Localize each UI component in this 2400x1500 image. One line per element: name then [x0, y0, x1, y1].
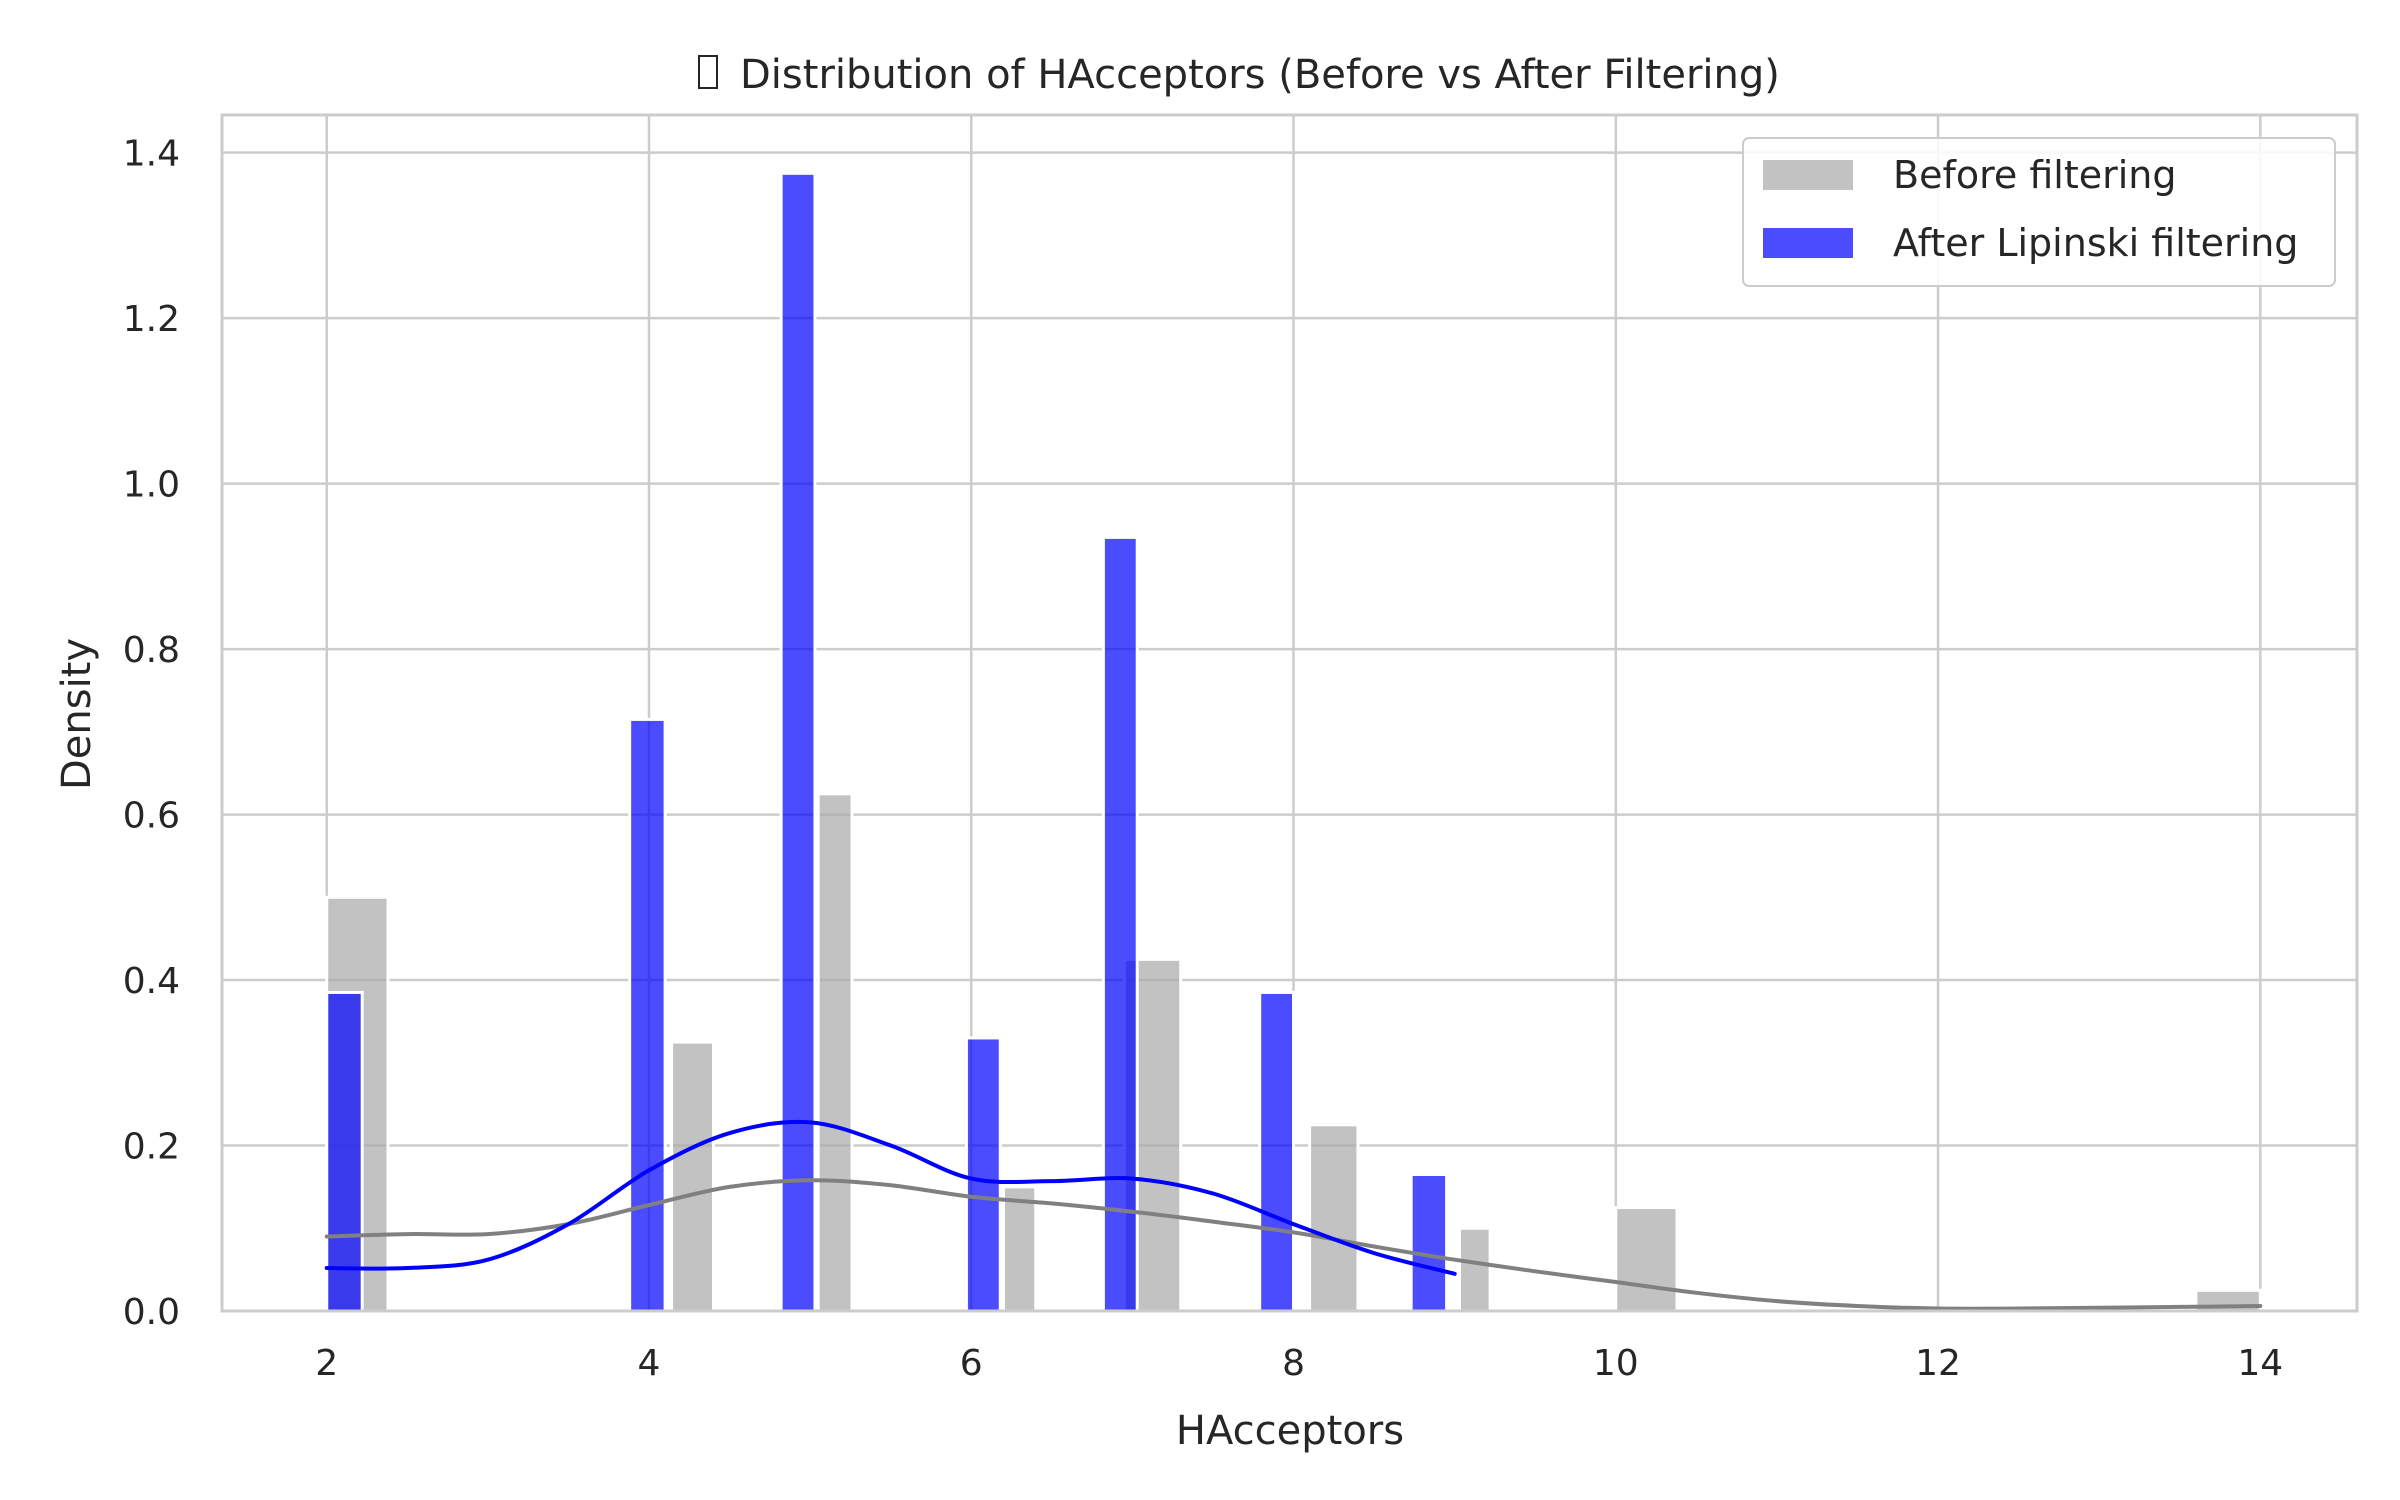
x-tick-label-2: 6 — [960, 1343, 983, 1384]
bar-s1-3 — [964, 1036, 1002, 1313]
y-axis-title: Density — [54, 638, 100, 790]
x-tick-label-4: 10 — [1593, 1343, 1639, 1384]
y-tick-label-3: 0.6 — [123, 796, 180, 837]
chart-title-group: Distribution of HAcceptors (Before vs Af… — [698, 52, 1780, 98]
kde-curves — [324, 1119, 2263, 1311]
legend-swatch-before — [1763, 160, 1853, 190]
y-tick-label-7: 1.4 — [123, 134, 180, 175]
bar-s1-5 — [1258, 990, 1296, 1313]
legend-swatch-after — [1763, 228, 1853, 258]
x-tick-label-0: 2 — [315, 1343, 338, 1384]
bar-s1-6 — [1409, 1172, 1449, 1313]
bar-s0-2 — [816, 792, 854, 1313]
bar-s0-6 — [1457, 1226, 1492, 1313]
y-tick-label-4: 0.8 — [123, 630, 180, 671]
bar-s0-1 — [670, 1040, 715, 1313]
kde-line-1 — [324, 1119, 1457, 1276]
bar-s0-3 — [1001, 1185, 1038, 1313]
legend-box — [1742, 137, 2336, 287]
kde-line-0 — [324, 1178, 2263, 1311]
plot-area — [220, 113, 2359, 1313]
y-tick-label-0: 0.0 — [123, 1292, 180, 1333]
bar-s1-2 — [779, 171, 817, 1313]
x-axis-ticks: 2 4 6 8 10 12 14 — [315, 1343, 2283, 1384]
bar-s1-0 — [325, 990, 364, 1313]
y-tick-label-5: 1.0 — [123, 465, 180, 506]
x-tick-label-5: 12 — [1915, 1343, 1961, 1384]
x-axis-title: HAcceptors — [1176, 1408, 1404, 1454]
y-axis-ticks: 0.0 0.2 0.4 0.6 0.8 1.0 1.2 1.4 — [123, 134, 180, 1333]
x-tick-label-3: 8 — [1282, 1343, 1305, 1384]
chart-title: Distribution of HAcceptors (Before vs Af… — [740, 52, 1780, 98]
x-tick-label-6: 14 — [2237, 1343, 2283, 1384]
bar-s0-5 — [1308, 1123, 1360, 1313]
y-tick-label-6: 1.2 — [123, 299, 180, 340]
y-tick-label-1: 0.2 — [123, 1127, 180, 1168]
missing-glyph-icon — [698, 55, 718, 89]
x-tick-label-1: 4 — [638, 1343, 661, 1384]
legend: Before filtering After Lipinski filterin… — [1742, 137, 2336, 287]
bar-s1-4 — [1101, 535, 1139, 1313]
plot-frame — [220, 113, 2359, 1313]
legend-label-after: After Lipinski filtering — [1893, 221, 2298, 265]
legend-label-before: Before filtering — [1893, 153, 2176, 197]
y-tick-label-2: 0.4 — [123, 961, 180, 1002]
bar-s1-1 — [628, 717, 667, 1313]
bar-s0-7 — [1614, 1206, 1679, 1313]
